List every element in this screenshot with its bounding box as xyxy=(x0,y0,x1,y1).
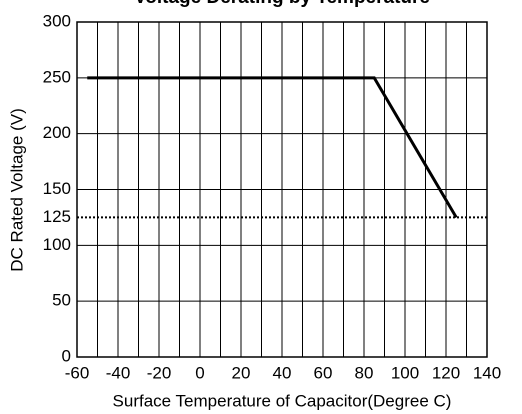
chart-title: Voltage Derating by Temperature xyxy=(134,0,430,8)
x-tick-label: -40 xyxy=(106,363,131,382)
x-tick-label: 40 xyxy=(273,363,292,382)
x-tick-label: 60 xyxy=(314,363,333,382)
x-tick-label: 20 xyxy=(232,363,251,382)
y-tick-label: 250 xyxy=(43,67,71,86)
plot-frame xyxy=(76,21,488,358)
y-tick-label: 150 xyxy=(43,179,71,198)
x-tick-label: 100 xyxy=(391,363,419,382)
y-tick-label: 300 xyxy=(43,11,71,30)
y-tick-label: 200 xyxy=(43,123,71,142)
data-line xyxy=(87,76,458,219)
y-tick-label: 100 xyxy=(43,235,71,254)
y-axis-label: DC Rated Voltage (V) xyxy=(7,108,26,271)
x-tick-label: 0 xyxy=(195,363,204,382)
x-tick-label: 120 xyxy=(432,363,460,382)
x-tick-label: 140 xyxy=(473,363,501,382)
reference-label: 125 xyxy=(43,207,71,226)
x-tick-label: -60 xyxy=(65,363,90,382)
x-tick-label: 80 xyxy=(355,363,374,382)
y-tick-label: 50 xyxy=(52,291,71,310)
x-axis-label: Surface Temperature of Capacitor(Degree … xyxy=(113,391,452,410)
x-tick-label: -20 xyxy=(147,363,172,382)
y-tick-label: 0 xyxy=(62,346,71,365)
